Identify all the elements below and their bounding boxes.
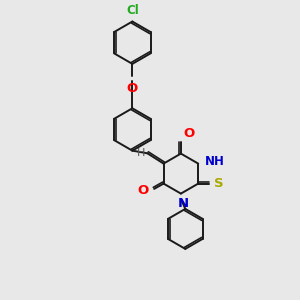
Text: O: O [183,127,194,140]
Text: H: H [137,148,145,158]
Text: S: S [214,176,224,190]
Text: NH: NH [205,155,225,168]
Text: Cl: Cl [126,4,139,17]
Text: O: O [138,184,149,197]
Text: O: O [127,82,138,95]
Text: N: N [178,197,189,210]
